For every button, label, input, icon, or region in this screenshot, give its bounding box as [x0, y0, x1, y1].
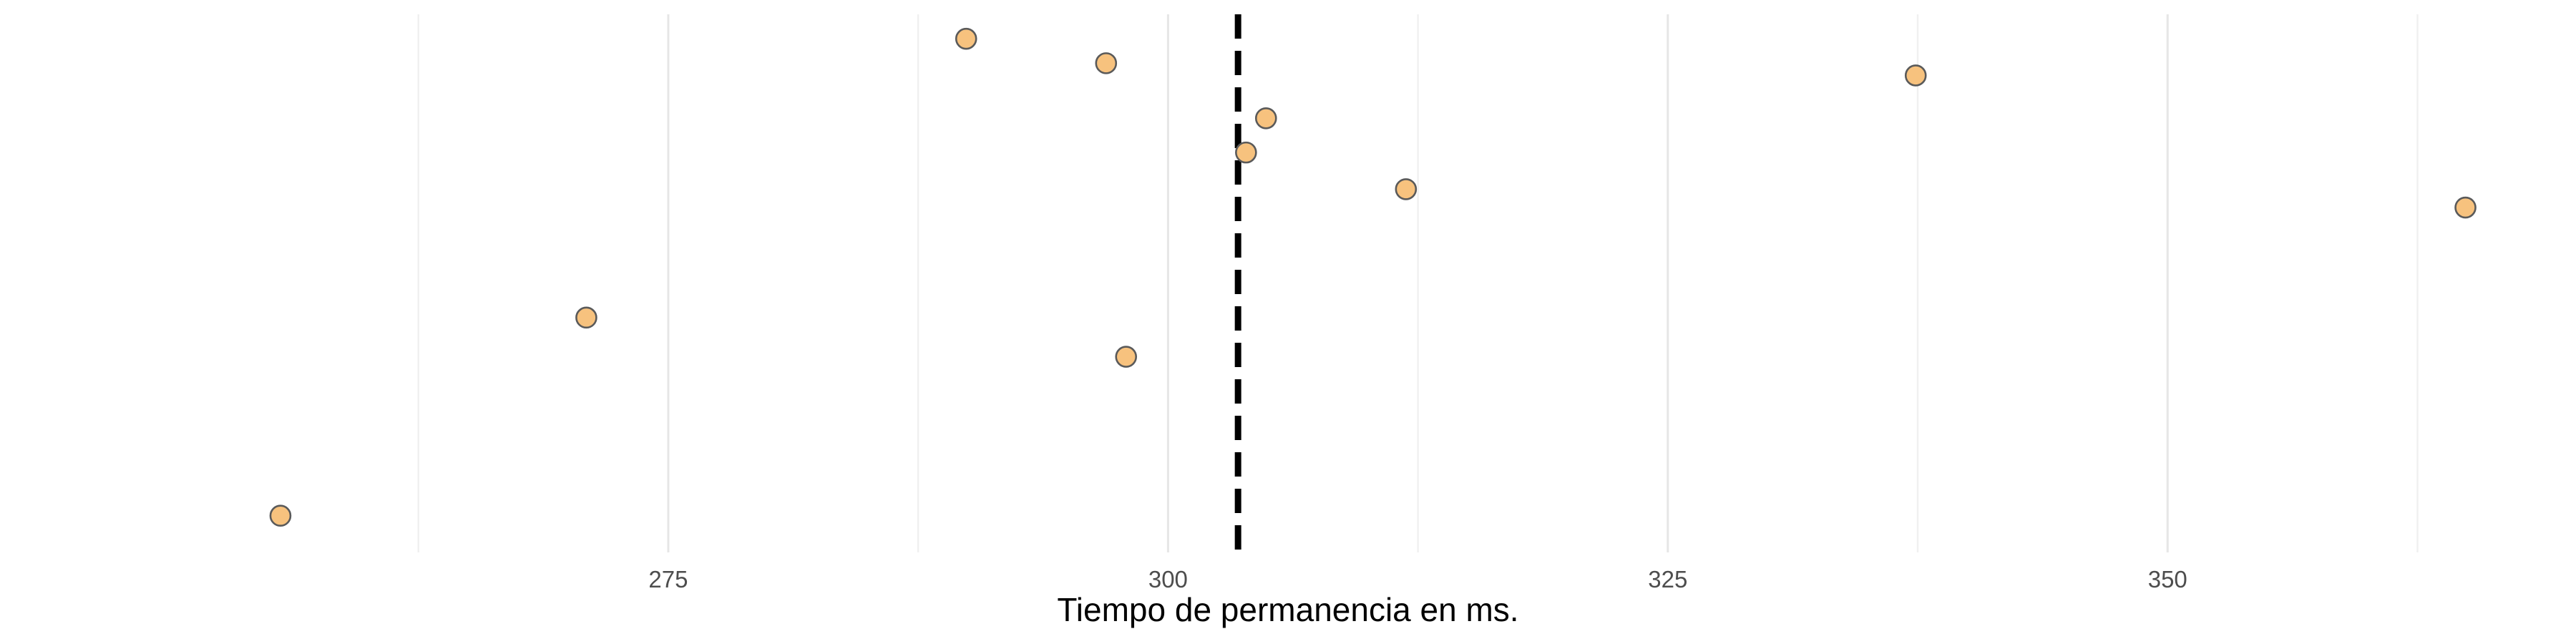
data-point — [955, 27, 977, 50]
x-axis-title: Tiempo de permanencia en ms. — [1057, 591, 1518, 628]
x-tick-label: 325 — [1648, 566, 1687, 592]
data-point — [2454, 196, 2477, 219]
grid-layer — [417, 14, 2419, 552]
data-point — [1235, 141, 1257, 164]
data-point — [1115, 346, 1138, 368]
data-point — [1254, 107, 1277, 130]
data-point — [575, 306, 597, 329]
data-point — [1095, 52, 1118, 74]
x-tick-label: 275 — [648, 566, 688, 592]
x-tick-label: 300 — [1148, 566, 1188, 592]
x-tick-label: 350 — [2148, 566, 2187, 592]
data-point — [1395, 178, 1418, 200]
points-layer — [269, 27, 2477, 527]
data-point — [1904, 64, 1927, 87]
x-tick-labels: 275 300 325 350 — [648, 566, 2187, 592]
data-point — [269, 504, 292, 527]
